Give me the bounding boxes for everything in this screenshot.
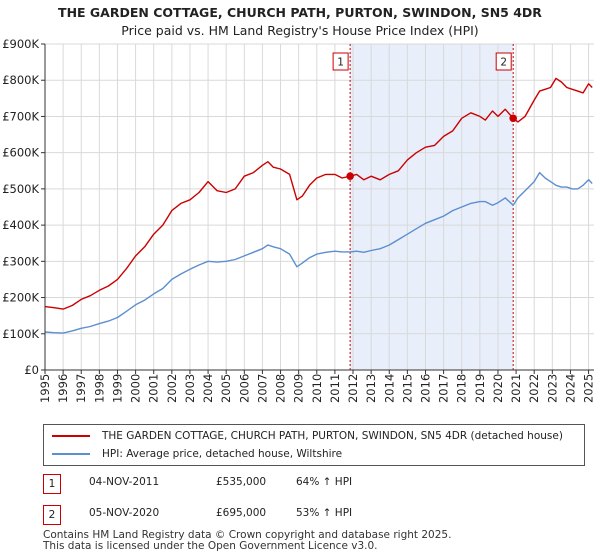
x-tick-label: 2017	[437, 374, 451, 403]
marker-label: 1	[337, 57, 344, 69]
x-tick-label: 2018	[455, 374, 469, 403]
x-tick-label: 1998	[92, 374, 106, 403]
sale-point	[509, 114, 517, 123]
legend-item-hpi: HPI: Average price, detached house, Wilt…	[52, 446, 342, 462]
x-tick-label: 1996	[56, 374, 70, 403]
transaction-date: 05-NOV-2020	[89, 507, 160, 519]
legend-item-property: THE GARDEN COTTAGE, CHURCH PATH, PURTON,…	[52, 428, 563, 444]
transaction-price: £535,000	[216, 476, 267, 488]
hpi-series-line	[44, 171, 593, 334]
footer: Contains HM Land Registry data © Crown c…	[43, 530, 451, 552]
price-chart: 1 2 £0 £100K £200K £300K £400K £500K £600K £700K £…	[2, 37, 596, 403]
x-tick-label: 2013	[364, 374, 378, 403]
x-tick-label: 2012	[346, 374, 360, 403]
x-tick-label: 2003	[183, 374, 197, 403]
x-tick-label: 2008	[274, 374, 288, 403]
x-tick-label: 1999	[110, 374, 124, 403]
x-tick-label: 2005	[219, 374, 233, 403]
transaction-date: 04-NOV-2011	[89, 476, 160, 488]
y-tick-label: £700K	[2, 109, 39, 123]
legend: THE GARDEN COTTAGE, CHURCH PATH, PURTON,…	[43, 424, 585, 466]
x-tick-label: 2009	[292, 374, 306, 403]
y-tick-label: £600K	[2, 146, 39, 160]
marker-label-box	[495, 52, 512, 71]
x-tick-label: 2019	[473, 374, 487, 403]
marker-label: 2	[500, 57, 507, 69]
x-tick-label: 2014	[382, 374, 396, 403]
y-tick-label: £900K	[2, 37, 39, 51]
transaction-hpi-change: 53% ↑ HPI	[296, 507, 353, 519]
y-tick-label: £400K	[2, 218, 39, 232]
sale-point	[346, 172, 354, 181]
legend-label-hpi: HPI: Average price, detached house, Wilt…	[102, 448, 343, 460]
y-tick-label: £0	[24, 363, 39, 377]
x-tick-label: 2001	[147, 374, 161, 403]
x-tick-label: 2010	[310, 374, 324, 403]
chart-subtitle: Price paid vs. HM Land Registry's House …	[121, 23, 479, 38]
y-tick-label: £100K	[2, 327, 39, 341]
chart-title: THE GARDEN COTTAGE, CHURCH PATH, PURTON,…	[58, 5, 542, 20]
x-tick-label: 2000	[129, 374, 143, 403]
marker-label-box	[332, 52, 349, 71]
x-tick-label: 2022	[527, 374, 541, 403]
transaction-hpi-change: 64% ↑ HPI	[296, 476, 353, 488]
x-tick-label: 2021	[509, 374, 523, 403]
x-tick-label: 2016	[418, 374, 432, 403]
x-tick-label: 1995	[38, 374, 52, 403]
x-tick-label: 2004	[201, 374, 215, 403]
y-tick-label: £300K	[2, 254, 39, 268]
x-tick-label: 2011	[328, 374, 342, 403]
x-tick-label: 2002	[165, 374, 179, 403]
transaction-marker: 1	[43, 474, 61, 494]
footer-copyright: Contains HM Land Registry data © Crown c…	[43, 529, 452, 541]
legend-swatch-property	[52, 435, 90, 437]
property-series-line	[44, 77, 593, 310]
x-tick-label: 2024	[563, 374, 577, 403]
footer-licence: This data is licensed under the Open Gov…	[43, 540, 378, 552]
x-tick-label: 1997	[74, 374, 88, 403]
x-tick-label: 2025	[582, 374, 596, 403]
legend-swatch-hpi	[52, 453, 90, 455]
x-tick-label: 2020	[491, 374, 505, 403]
x-tick-label: 2015	[400, 374, 414, 403]
y-tick-label: £500K	[2, 182, 39, 196]
shaded-region	[350, 44, 514, 370]
x-tick-label: 2006	[237, 374, 251, 403]
transaction-price: £695,000	[216, 507, 267, 519]
y-tick-label: £200K	[2, 291, 39, 305]
x-tick-label: 2023	[545, 374, 559, 403]
y-tick-label: £800K	[2, 73, 39, 87]
x-tick-label: 2007	[255, 374, 269, 403]
transaction-marker: 2	[43, 505, 61, 525]
legend-label-property: THE GARDEN COTTAGE, CHURCH PATH, PURTON,…	[102, 430, 563, 442]
